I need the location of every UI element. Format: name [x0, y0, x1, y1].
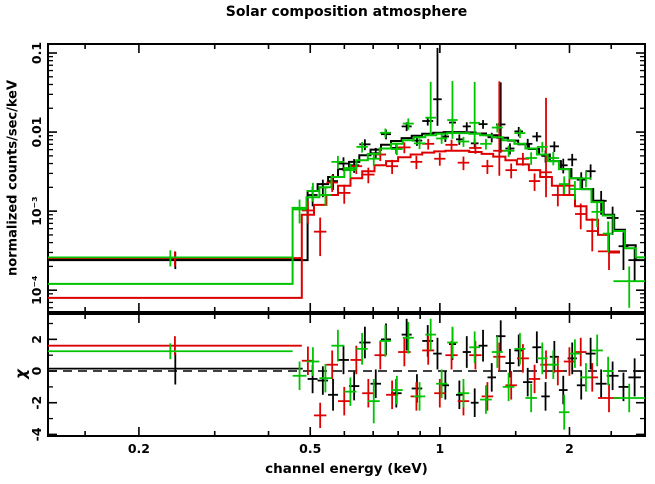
x-axis-label: channel energy (keV): [265, 461, 428, 477]
svg-text:-2: -2: [29, 396, 44, 410]
svg-text:1: 1: [436, 441, 445, 456]
svg-text:2: 2: [29, 335, 44, 344]
y-axis-label-counts: normalized counts/sec/keV: [5, 79, 21, 277]
svg-text:-4: -4: [29, 427, 44, 441]
chart-title: Solar composition atmosphere: [225, 4, 468, 20]
svg-text:0.2: 0.2: [128, 441, 150, 456]
svg-text:0: 0: [29, 366, 44, 375]
svg-text:0.01: 0.01: [29, 117, 44, 148]
svg-text:0.5: 0.5: [299, 441, 321, 456]
svg-text:10⁻³: 10⁻³: [29, 196, 44, 225]
y-axis-label-chi: χ: [12, 369, 30, 379]
svg-text:10⁻⁴: 10⁻⁴: [29, 275, 44, 304]
svg-text:0.1: 0.1: [29, 42, 44, 64]
svg-text:2: 2: [565, 441, 574, 456]
